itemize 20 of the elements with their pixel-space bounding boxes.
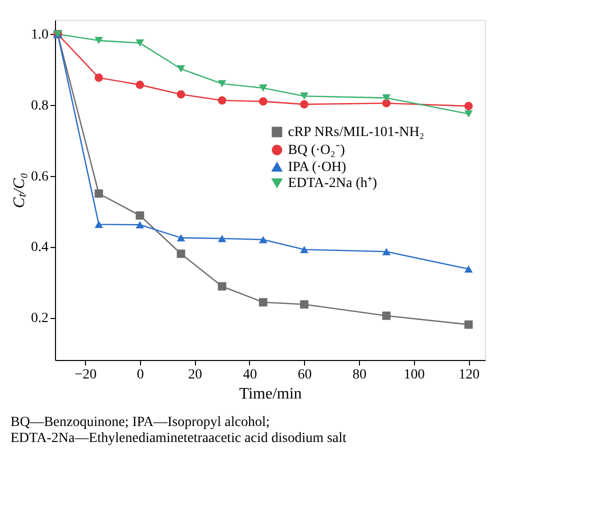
x-tick-label: −20 bbox=[74, 368, 97, 382]
legend-label: IPA (·OH) bbox=[288, 160, 347, 175]
x-tick-label: 40 bbox=[242, 368, 257, 382]
legend-label: BQ (·O₂⁻) bbox=[288, 143, 346, 158]
x-tick-label: 20 bbox=[188, 368, 202, 382]
x-tick-label: 100 bbox=[404, 368, 425, 382]
y-tick-label: 0.4 bbox=[31, 240, 48, 256]
legend-label: EDTA-2Na (h⁺) bbox=[288, 176, 378, 191]
x-tick-label: 80 bbox=[352, 368, 367, 382]
y-tick-label: 0.2 bbox=[31, 311, 48, 326]
x-tick-label: 60 bbox=[298, 368, 312, 382]
x-tick-label: 0 bbox=[136, 368, 144, 382]
y-tick-label: 0.6 bbox=[31, 169, 48, 184]
y-axis-title: Cₜ/C₀ bbox=[11, 172, 28, 208]
legend-label: cRP NRs/MIL-101-NH₂ bbox=[288, 125, 424, 140]
x-tick-label: 120 bbox=[458, 368, 480, 382]
y-tick-label: 1.0 bbox=[31, 28, 48, 43]
text: BQ—Benzoquinone; IPA—Isopropyl alcohol; EDTA-2Na—Ethylenediaminetetraacetic acid disodium salt bbox=[10, 415, 347, 446]
y-tick-label: 0.8 bbox=[31, 98, 48, 114]
x-axis-title: Time/min bbox=[239, 386, 302, 402]
